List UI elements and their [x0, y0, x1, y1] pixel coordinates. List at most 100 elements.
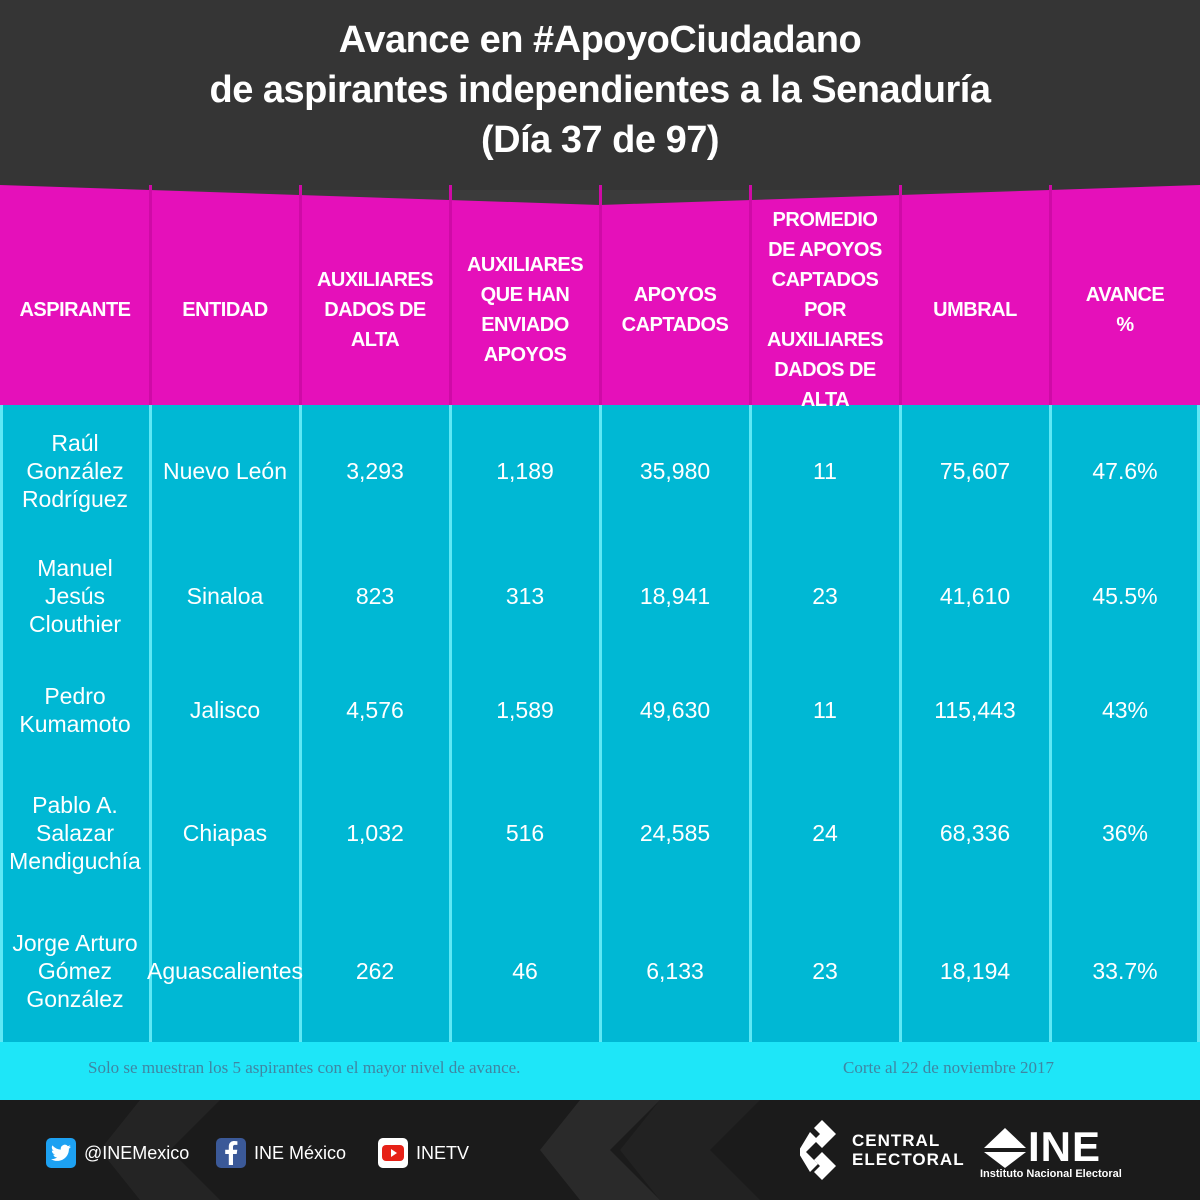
- table-row: Pedro Kumamoto Jalisco 4,576 1,589 49,630 11 11…: [0, 655, 1200, 765]
- cell-umbral: 68,336: [939, 819, 1011, 846]
- body-column-separator: [749, 405, 752, 1042]
- column-header-line: PROMEDIO: [772, 209, 878, 231]
- body-column-separator: [449, 405, 452, 1042]
- column-header-line: ALTA: [350, 329, 400, 351]
- youtube-handle: INETV: [416, 1142, 470, 1163]
- footnote-left: Solo se muestran los 5 aspirantes con el…: [88, 1058, 521, 1077]
- cell-apoyos: 49,630: [639, 697, 711, 723]
- column-header-line: QUE HAN: [480, 284, 570, 306]
- body-column-separator: [899, 405, 902, 1042]
- body-column-separator: [599, 405, 602, 1042]
- youtube-icon: [378, 1138, 408, 1168]
- aspirante-name-line: Salazar: [36, 819, 114, 846]
- ine-logo-icon: [984, 1128, 1026, 1168]
- cell-auxiliares-enviado: 1,189: [496, 458, 554, 484]
- column-header-line: UMBRAL: [933, 299, 1017, 321]
- cell-umbral: 115,443: [934, 697, 1016, 723]
- central-electoral-line1: CENTRAL: [852, 1131, 941, 1150]
- cell-promedio: 23: [812, 958, 838, 984]
- body-column-separator: [149, 405, 152, 1042]
- cell-auxiliares-enviado: 1,589: [496, 697, 554, 723]
- twitter-link[interactable]: @INEMexico: [46, 1138, 189, 1168]
- cell-auxiliares-enviado: 46: [512, 958, 538, 984]
- column-header-line: ENTIDAD: [182, 299, 268, 321]
- cell-umbral: 41,610: [939, 583, 1011, 609]
- header-column-separator: [149, 185, 152, 405]
- footnote-right: Corte al 22 de noviembre 2017: [843, 1058, 1055, 1077]
- table-row: Pablo A. Salazar Mendiguchía Chiapas 1,032 51…: [0, 765, 1200, 900]
- column-header-umbral: UMBRAL: [900, 185, 1050, 405]
- footer-decoration: [100, 1100, 760, 1200]
- column-header-line: CAPTADOS POR: [771, 269, 879, 321]
- column-header-line: APOYOS: [633, 284, 717, 306]
- header-column-separator: [299, 185, 302, 405]
- facebook-icon: [216, 1138, 246, 1168]
- aspirante-name-line: Manuel: [37, 555, 113, 581]
- cell-auxiliares-alta: 1,032: [346, 819, 404, 846]
- column-header-auxiliares-alta: AUXILIARES DADOS DE ALTA: [300, 185, 450, 405]
- column-header-line: DADOS DE: [324, 299, 426, 321]
- aspirante-name-line: Jesús: [44, 583, 106, 609]
- header-column-separator: [899, 185, 902, 405]
- central-electoral-icon: [800, 1120, 836, 1180]
- header-column-separator: [1049, 185, 1052, 405]
- cell-apoyos: 35,980: [639, 458, 711, 484]
- cell-avance: 43%: [1101, 697, 1149, 723]
- twitter-icon: [46, 1138, 76, 1168]
- youtube-link[interactable]: INETV: [378, 1138, 469, 1168]
- cell-avance: 33.7%: [1092, 958, 1158, 984]
- cell-aspirante: Manuel Jesús Clouthier: [0, 537, 150, 655]
- aspirante-name-line: Gómez: [37, 958, 113, 984]
- cell-aspirante: Raúl González Rodríguez: [0, 405, 150, 537]
- column-header-line: ENVIADO: [481, 314, 569, 336]
- cell-promedio: 23: [812, 583, 838, 609]
- aspirante-name-line: Kumamoto: [19, 711, 131, 737]
- title-line-2: de aspirantes independientes a la Senadu…: [209, 69, 992, 111]
- aspirante-name-line: Pedro: [44, 683, 106, 709]
- footnote-bar: [0, 1042, 1200, 1100]
- aspirante-name-line: Jorge Arturo: [12, 930, 138, 956]
- cell-promedio: 24: [812, 819, 838, 846]
- cell-apoyos: 24,585: [639, 819, 711, 846]
- table-left-edge: [0, 405, 3, 1042]
- cell-promedio: 11: [813, 458, 837, 484]
- cell-aspirante: Pablo A. Salazar Mendiguchía: [0, 765, 150, 900]
- ine-logo: INE Instituto Nacional Electoral: [980, 1126, 1140, 1182]
- cell-auxiliares-alta: 4,576: [346, 697, 404, 723]
- aspirante-name-line: Raúl: [51, 430, 99, 456]
- cell-apoyos: 6,133: [646, 958, 704, 984]
- central-electoral-logo: CENTRAL ELECTORAL: [800, 1120, 965, 1180]
- aspirante-name-line: Rodríguez: [21, 486, 129, 512]
- facebook-handle: INE México: [254, 1142, 347, 1163]
- header-column-separator: [449, 185, 452, 405]
- column-header-apoyos: APOYOS CAPTADOS: [600, 185, 750, 405]
- table-row: Raúl González Rodríguez Nuevo León 3,293 1,18…: [0, 405, 1200, 537]
- cell-auxiliares-alta: 3,293: [346, 458, 404, 484]
- body-column-separator: [1049, 405, 1052, 1042]
- cell-aspirante: Pedro Kumamoto: [0, 655, 150, 765]
- column-header-line: APOYOS: [483, 344, 567, 366]
- cell-auxiliares-alta: 823: [355, 583, 395, 609]
- ine-logo-subtitle: Instituto Nacional Electoral: [980, 1168, 1122, 1180]
- title-line-1: Avance en #ApoyoCiudadano: [338, 19, 862, 61]
- column-header-aspirante: ASPIRANTE: [0, 185, 150, 405]
- header-column-separator: [599, 185, 602, 405]
- table-row: Jorge Arturo Gómez González Aguascalientes 2…: [0, 900, 1200, 1042]
- aspirante-name-line: González: [26, 986, 124, 1012]
- aspirante-name-line: González: [26, 458, 124, 484]
- column-header-line: DADOS DE: [774, 359, 876, 381]
- ine-logo-text: INE: [1028, 1123, 1102, 1170]
- column-header-line: ALTA: [800, 389, 850, 411]
- header-column-separator: [749, 185, 752, 405]
- central-electoral-line2: ELECTORAL: [852, 1150, 965, 1169]
- cell-auxiliares-enviado: 516: [505, 819, 545, 846]
- aspirante-name-line: Clouthier: [28, 611, 122, 637]
- column-header-line: AVANCE: [1085, 284, 1165, 306]
- column-header-line: DE APOYOS: [768, 239, 882, 261]
- column-header-auxiliares-enviado: AUXILIARES QUE HAN ENVIADO APOYOS: [450, 185, 600, 405]
- column-header-line: AUXILIARES: [466, 254, 584, 276]
- table-row: Manuel Jesús Clouthier Sinaloa 823 313 18,941 2…: [0, 537, 1200, 655]
- cell-avance: 45.5%: [1092, 583, 1158, 609]
- column-header-promedio: PROMEDIO DE APOYOS CAPTADOS POR AUXILIARES D…: [750, 185, 900, 411]
- facebook-link[interactable]: INE México: [216, 1138, 346, 1168]
